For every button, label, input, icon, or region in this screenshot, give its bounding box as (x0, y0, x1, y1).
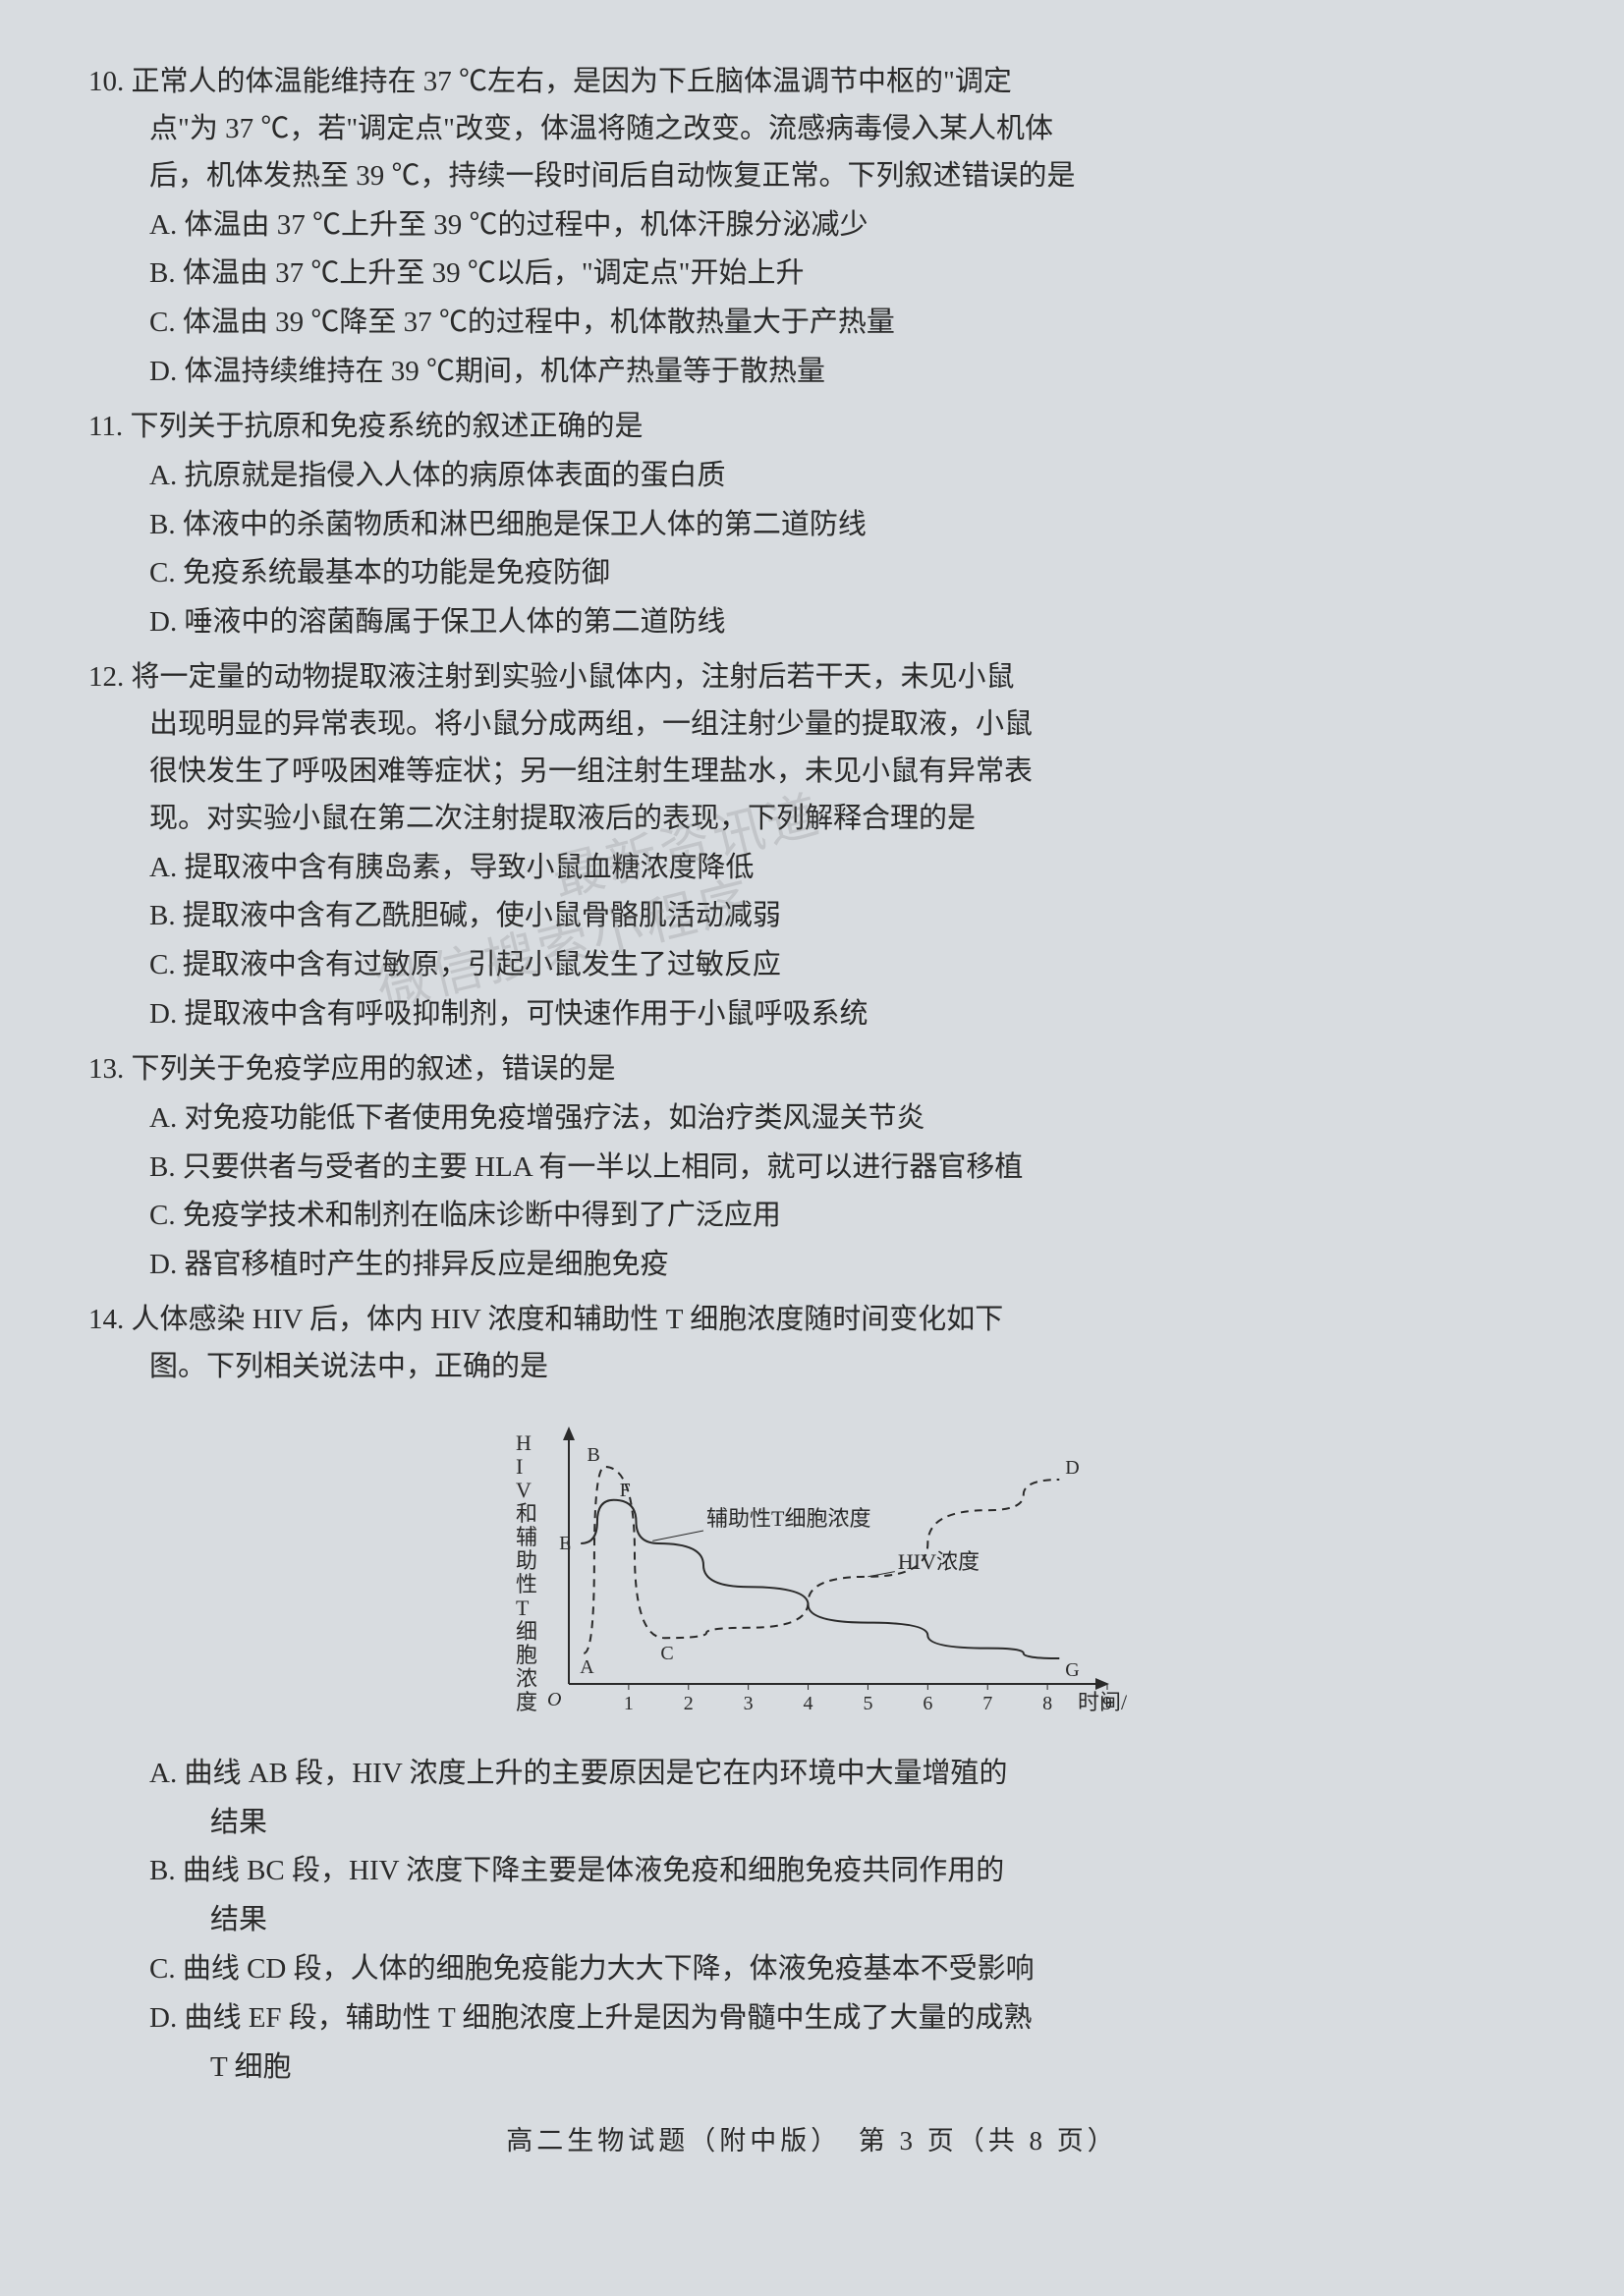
question-stem-cont: 很快发生了呼吸困难等症状；另一组注射生理盐水，未见小鼠有异常表 (88, 749, 1536, 796)
options-list: A. 曲线 AB 段，HIV 浓度上升的主要原因是它在内环境中大量增殖的结果B.… (88, 1751, 1536, 2092)
option-A: A. 抗原就是指侵入人体的病原体表面的蛋白质 (149, 453, 1536, 500)
series-HIV浓度 (584, 1467, 1059, 1653)
point-label-G: G (1065, 1659, 1079, 1681)
point-label-D: D (1065, 1457, 1079, 1479)
question-stem: 下列关于抗原和免疫系统的叙述正确的是 (130, 411, 643, 442)
option-B: B. 提取液中含有乙酰胆碱，使小鼠骨骼肌活动减弱 (149, 893, 1536, 940)
y-axis-label: H (516, 1430, 532, 1455)
legend-hiv: HIV浓度 (897, 1549, 979, 1574)
point-label-F: F (619, 1480, 630, 1501)
y-axis-label: 和 (516, 1501, 537, 1526)
x-tick-label: 4 (803, 1693, 812, 1714)
option-A: A. 对免疫功能低下者使用免疫增强疗法，如治疗类风湿关节炎 (149, 1095, 1536, 1143)
x-tick-label: 6 (923, 1693, 932, 1714)
option-sub: T 细胞 (149, 2044, 1536, 2092)
x-tick-label: 7 (982, 1693, 992, 1714)
y-axis-label: 辅 (516, 1525, 537, 1549)
option-D: D. 提取液中含有呼吸抑制剂，可快速作用于小鼠呼吸系统 (149, 991, 1536, 1038)
question-stem: 下列关于免疫学应用的叙述，错误的是 (132, 1053, 616, 1085)
y-axis-label: 性 (516, 1572, 537, 1596)
question-stem: 将一定量的动物提取液注射到实验小鼠体内，注射后若干天，未见小鼠 (132, 661, 1015, 693)
y-axis-label: T (516, 1596, 530, 1620)
x-axis-label: 时间/年 (1078, 1690, 1127, 1714)
y-arrow (563, 1427, 575, 1440)
option-sub: 结果 (149, 1800, 1536, 1847)
origin-label: O (547, 1689, 561, 1710)
options-list: A. 抗原就是指侵入人体的病原体表面的蛋白质B. 体液中的杀菌物质和淋巴细胞是保… (88, 453, 1536, 646)
x-tick-label: 5 (863, 1693, 872, 1714)
page-footer: 高二生物试题（附中版） 第 3 页（共 8 页） (88, 2119, 1536, 2163)
question-stem-cont: 后，机体发热至 39 ℃，持续一段时间后自动恢复正常。下列叙述错误的是 (88, 153, 1536, 200)
question-number: 14. (88, 1304, 132, 1335)
option-A: A. 提取液中含有胰岛素，导致小鼠血糖浓度降低 (149, 845, 1536, 892)
x-tick-label: 1 (623, 1693, 633, 1714)
y-axis-label: I (516, 1454, 523, 1479)
y-axis-label: 胞 (516, 1643, 537, 1667)
options-list: A. 对免疫功能低下者使用免疫增强疗法，如治疗类风湿关节炎B. 只要供者与受者的… (88, 1095, 1536, 1289)
options-list: A. 提取液中含有胰岛素，导致小鼠血糖浓度降低B. 提取液中含有乙酰胆碱，使小鼠… (88, 845, 1536, 1038)
y-axis-label: 浓 (516, 1666, 537, 1691)
question-11: 11. 下列关于抗原和免疫系统的叙述正确的是 A. 抗原就是指侵入人体的病原体表面… (88, 404, 1536, 646)
question-number: 13. (88, 1053, 132, 1085)
y-axis-label: 细 (516, 1619, 537, 1644)
leader-line (652, 1531, 703, 1540)
question-stem-cont: 出现明显的异常表现。将小鼠分成两组，一组注射少量的提取液，小鼠 (88, 701, 1536, 749)
option-B: B. 体液中的杀菌物质和淋巴细胞是保卫人体的第二道防线 (149, 502, 1536, 549)
point-label-E: E (559, 1533, 571, 1554)
option-B: B. 只要供者与受者的主要 HLA 有一半以上相同，就可以进行器官移植 (149, 1145, 1536, 1192)
point-label-B: B (587, 1444, 599, 1466)
option-A: A. 体温由 37 ℃上升至 39 ℃的过程中，机体汗腺分泌减少 (149, 202, 1536, 250)
option-C: C. 提取液中含有过敏原，引起小鼠发生了过敏反应 (149, 942, 1536, 989)
options-list: A. 体温由 37 ℃上升至 39 ℃的过程中，机体汗腺分泌减少B. 体温由 3… (88, 202, 1536, 396)
option-D: D. 体温持续维持在 39 ℃期间，机体产热量等于散热量 (149, 349, 1536, 396)
question-number: 11. (88, 411, 130, 442)
question-stem-cont: 图。下列相关说法中，正确的是 (88, 1344, 1536, 1391)
legend-t-cell: 辅助性T细胞浓度 (706, 1506, 870, 1531)
question-stem-cont: 点"为 37 ℃，若"调定点"改变，体温将随之改变。流感病毒侵入某人机体 (88, 106, 1536, 153)
question-10: 10. 正常人的体温能维持在 37 ℃左右，是因为下丘脑体温调节中枢的"调定点"… (88, 59, 1536, 396)
option-sub: 结果 (149, 1897, 1536, 1944)
y-axis-label: 助 (516, 1548, 537, 1573)
option-D: D. 唾液中的溶菌酶属于保卫人体的第二道防线 (149, 599, 1536, 646)
chart-container: HIV和辅助性T细胞浓度O123456789时间/年ABCDEFG辅助性T细胞浓… (88, 1409, 1536, 1733)
option-A: A. 曲线 AB 段，HIV 浓度上升的主要原因是它在内环境中大量增殖的 (149, 1751, 1536, 1798)
point-label-C: C (660, 1643, 673, 1664)
question-12: 12. 将一定量的动物提取液注射到实验小鼠体内，注射后若干天，未见小鼠出现明显的… (88, 654, 1536, 1038)
question-13: 13. 下列关于免疫学应用的叙述，错误的是 A. 对免疫功能低下者使用免疫增强疗法… (88, 1046, 1536, 1289)
x-tick-label: 3 (743, 1693, 753, 1714)
question-stem-cont: 现。对实验小鼠在第二次注射提取液后的表现，下列解释合理的是 (88, 796, 1536, 843)
point-label-A: A (580, 1656, 594, 1678)
question-14: 14. 人体感染 HIV 后，体内 HIV 浓度和辅助性 T 细胞浓度随时间变化… (88, 1297, 1536, 2092)
option-D: D. 曲线 EF 段，辅助性 T 细胞浓度上升是因为骨髓中生成了大量的成熟 (149, 1995, 1536, 2043)
option-D: D. 器官移植时产生的排异反应是细胞免疫 (149, 1242, 1536, 1289)
option-C: C. 曲线 CD 段，人体的细胞免疫能力大大下降，体液免疫基本不受影响 (149, 1946, 1536, 1993)
question-number: 12. (88, 661, 132, 693)
question-stem: 正常人的体温能维持在 37 ℃左右，是因为下丘脑体温调节中枢的"调定 (132, 66, 1012, 97)
y-axis-label: V (516, 1478, 532, 1502)
hiv-chart: HIV和辅助性T细胞浓度O123456789时间/年ABCDEFG辅助性T细胞浓… (498, 1409, 1127, 1733)
option-B: B. 体温由 37 ℃上升至 39 ℃以后，"调定点"开始上升 (149, 251, 1536, 298)
question-number: 10. (88, 66, 132, 97)
y-axis-label: 度 (516, 1690, 537, 1714)
x-tick-label: 8 (1042, 1693, 1052, 1714)
x-tick-label: 2 (683, 1693, 693, 1714)
option-C: C. 免疫系统最基本的功能是免疫防御 (149, 550, 1536, 597)
option-B: B. 曲线 BC 段，HIV 浓度下降主要是体液免疫和细胞免疫共同作用的 (149, 1848, 1536, 1895)
option-C: C. 体温由 39 ℃降至 37 ℃的过程中，机体散热量大于产热量 (149, 300, 1536, 347)
option-C: C. 免疫学技术和制剂在临床诊断中得到了广泛应用 (149, 1193, 1536, 1240)
question-stem: 人体感染 HIV 后，体内 HIV 浓度和辅助性 T 细胞浓度随时间变化如下 (132, 1304, 1004, 1335)
